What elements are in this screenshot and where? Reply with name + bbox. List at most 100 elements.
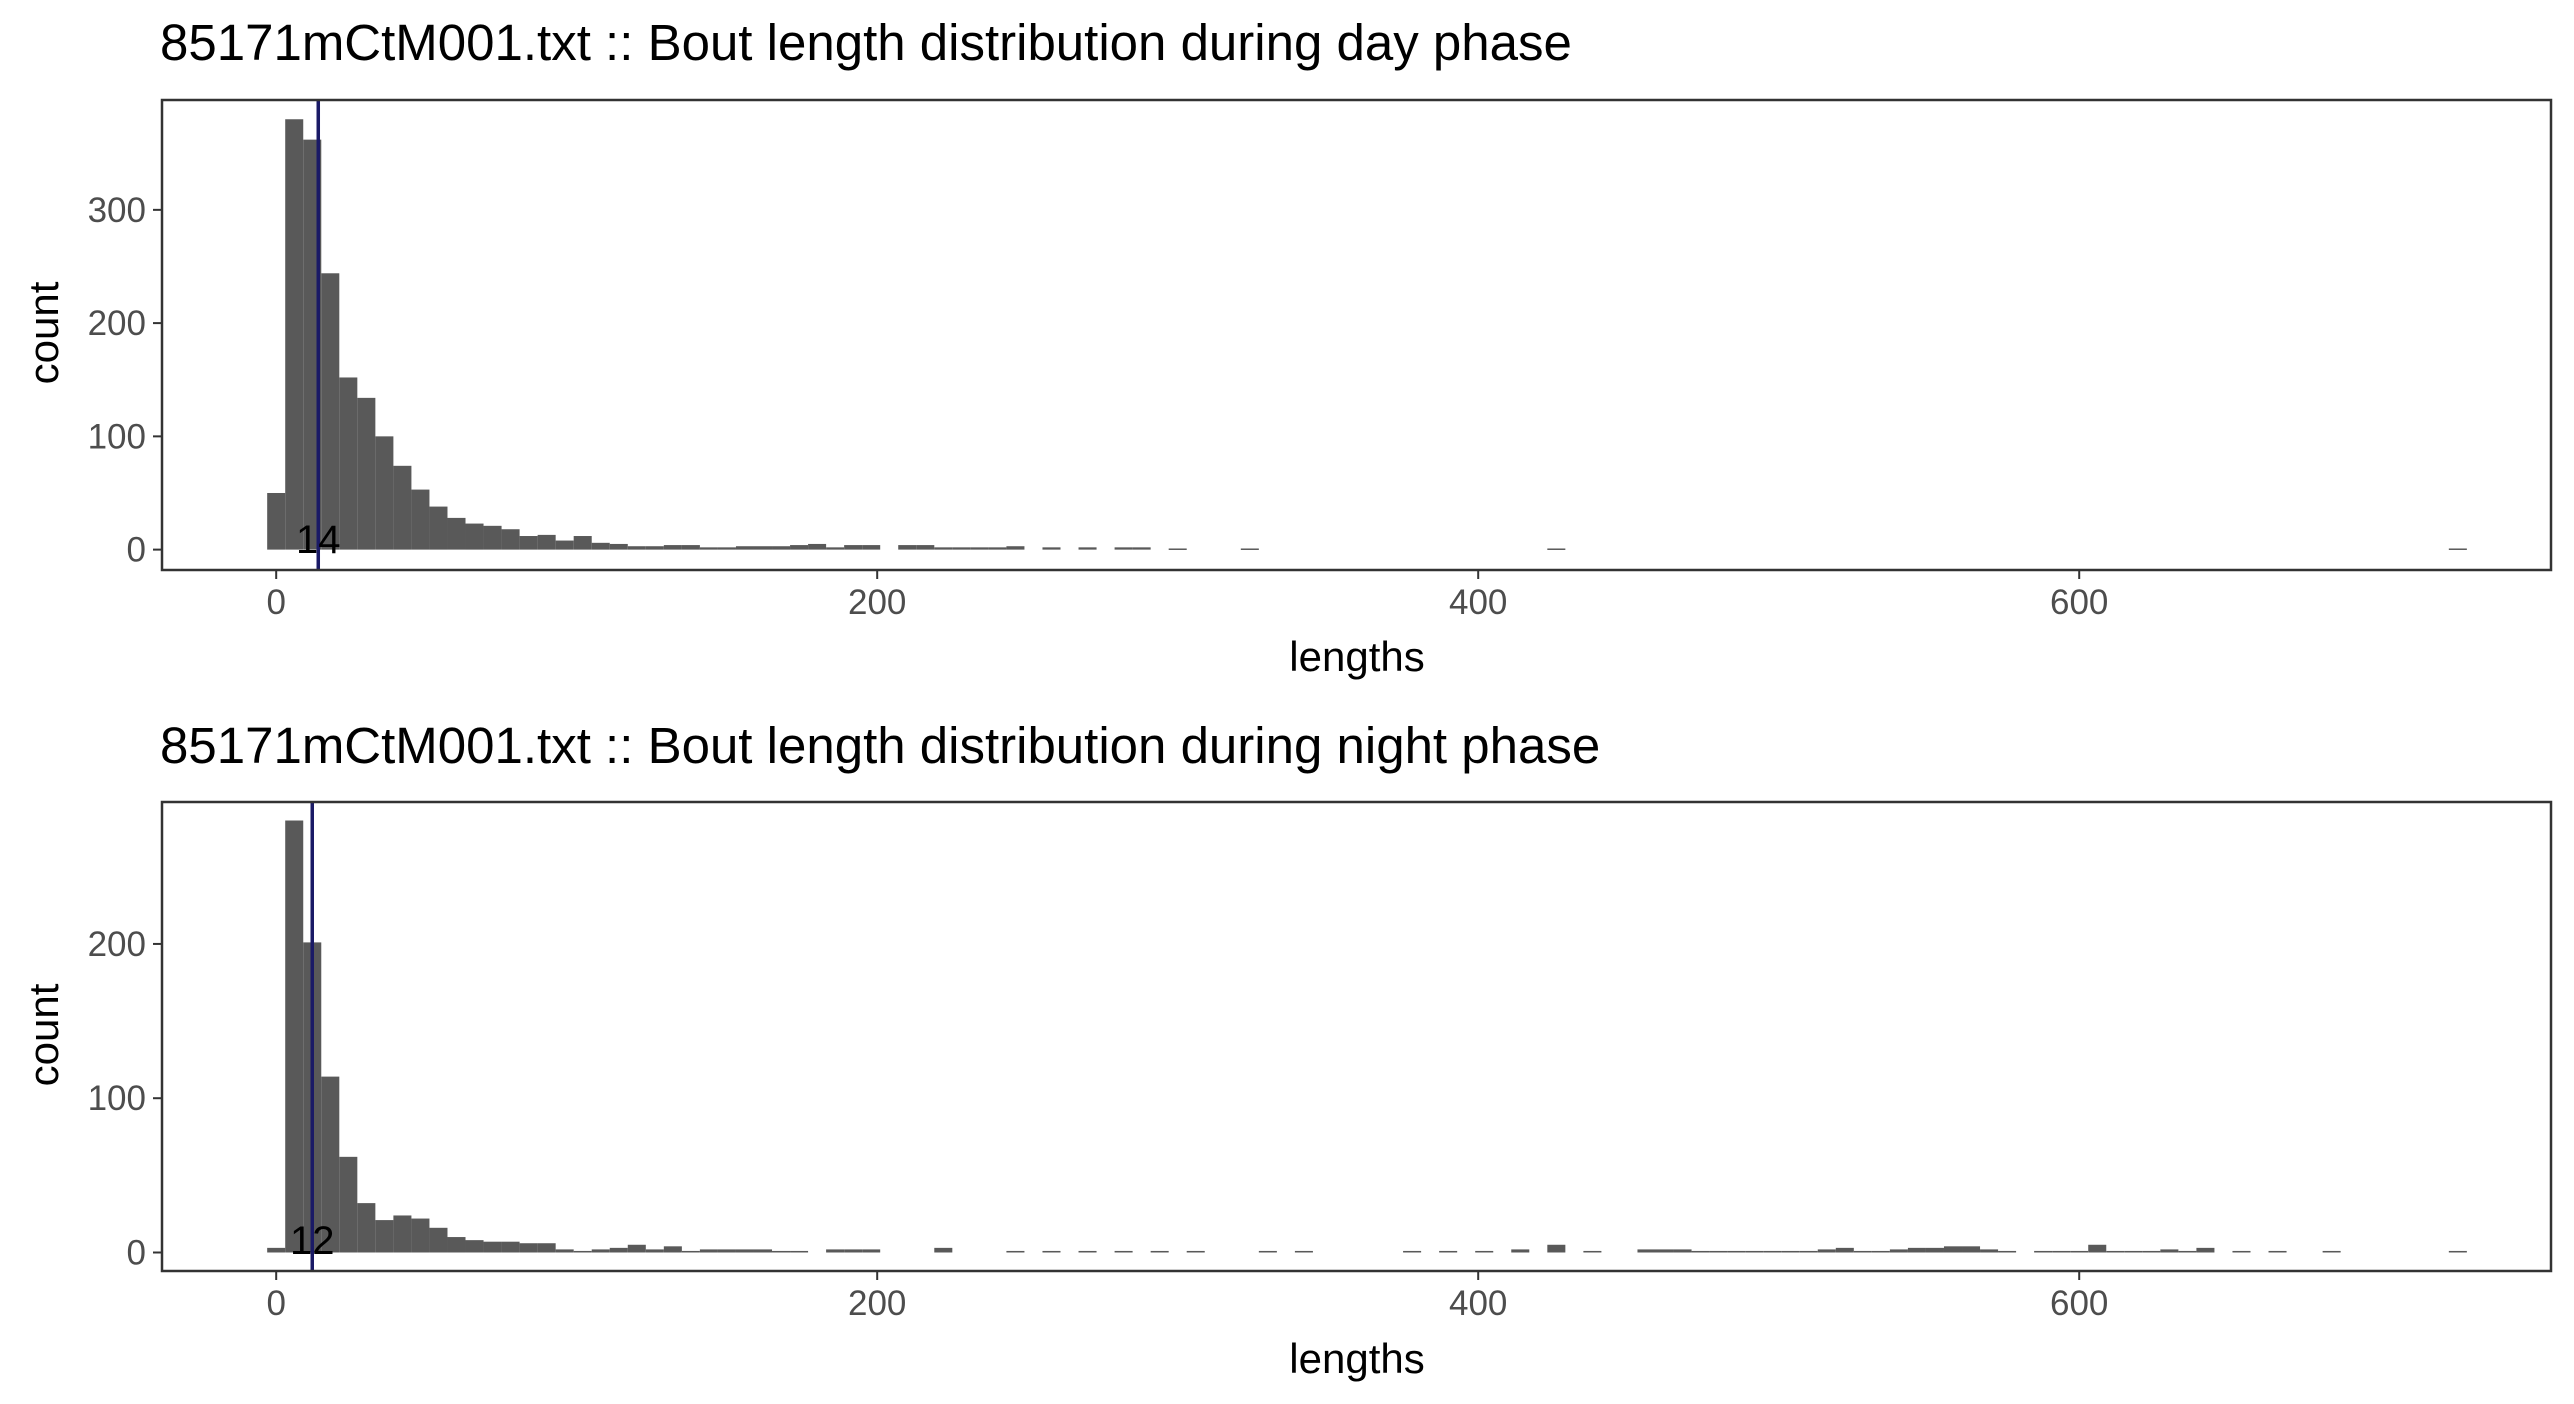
night-phase-bar-81 [2322, 1250, 2341, 1253]
night-phase-bar-51 [1691, 1250, 1710, 1253]
day-phase-bar-6 [375, 436, 394, 550]
day-phase-bar-14 [519, 536, 538, 550]
night-phase-bar-54 [1745, 1250, 1764, 1253]
day-phase-median-marker: 14 [296, 100, 341, 570]
night-phase-bar-67 [1980, 1249, 1999, 1253]
night-phase-bar-69 [2034, 1250, 2053, 1253]
night-phase-bar-48 [1637, 1249, 1656, 1253]
day-phase-y-ticks: 0 100 200 300 [88, 191, 162, 570]
night-phase-y-tick-label-0: 0 [127, 1233, 146, 1272]
night-phase-bar-17 [573, 1250, 592, 1253]
day-phase-bar-24 [699, 547, 718, 550]
day-phase-x-axis-label: lengths [1289, 633, 1424, 680]
day-phase-y-tick-label-0: 0 [127, 531, 146, 570]
day-phase-bar-41 [1042, 547, 1061, 550]
night-phase-bar-55 [1763, 1250, 1782, 1253]
day-phase-bar-21 [645, 546, 664, 550]
night-phase-bar-82 [2448, 1250, 2467, 1253]
day-phase-median-label: 14 [296, 518, 341, 562]
day-phase-bar-34 [898, 545, 917, 550]
day-phase-bar-33 [862, 545, 881, 550]
day-phase-bar-1 [285, 119, 304, 550]
day-phase-bar-13 [501, 529, 520, 550]
night-phase-bar-52 [1709, 1250, 1728, 1253]
night-phase-bar-38 [1150, 1250, 1169, 1253]
day-phase-bar-43 [1114, 547, 1133, 550]
night-phase-bar-39 [1186, 1250, 1205, 1253]
day-phase-bar-25 [717, 547, 736, 550]
night-phase-bar-65 [1943, 1246, 1963, 1253]
night-phase-bar-31 [844, 1249, 863, 1253]
night-phase-bar-49 [1655, 1249, 1674, 1253]
night-phase-bar-15 [537, 1243, 556, 1253]
day-phase-bar-19 [609, 543, 628, 550]
day-phase-panel: 85171mCtM001.txt :: Bout length distribu… [20, 14, 2553, 680]
day-phase-x-tick-label-3: 600 [2050, 583, 2108, 622]
night-phase-x-tick-label-3: 600 [2050, 1284, 2108, 1323]
night-phase-bar-42 [1403, 1250, 1422, 1253]
day-phase-x-ticks: 0 200 400 600 [266, 570, 2108, 622]
night-phase-x-axis-label: lengths [1289, 1335, 1424, 1382]
night-phase-bar-41 [1294, 1250, 1313, 1253]
day-phase-bar-10 [447, 517, 466, 550]
night-phase-bar-7 [393, 1215, 412, 1253]
day-phase-bar-44 [1132, 547, 1151, 550]
night-phase-bar-26 [735, 1249, 754, 1253]
day-phase-bar-47 [1547, 548, 1566, 550]
night-phase-bar-23 [681, 1250, 700, 1253]
night-phase-bar-29 [790, 1250, 809, 1253]
day-phase-bar-18 [591, 542, 610, 550]
day-phase-bar-12 [483, 525, 502, 550]
night-phase-median-label: 12 [290, 1219, 335, 1263]
night-phase-bar-64 [1925, 1247, 1944, 1253]
night-phase-bar-57 [1799, 1250, 1818, 1253]
night-phase-bar-79 [2232, 1250, 2251, 1253]
night-phase-bar-32 [862, 1249, 881, 1253]
night-phase-bar-8 [411, 1218, 430, 1253]
day-phase-bar-20 [627, 546, 646, 550]
night-phase-bar-60 [1853, 1250, 1872, 1253]
night-phase-median-marker: 12 [290, 802, 335, 1271]
night-phase-bar-1 [285, 820, 304, 1253]
day-phase-x-tick-label-1: 200 [848, 583, 906, 622]
night-phase-bar-19 [609, 1247, 628, 1253]
night-phase-bars [267, 820, 2467, 1253]
night-phase-bar-30 [826, 1249, 845, 1253]
night-phase-bar-3 [321, 1076, 340, 1253]
night-phase-y-axis-label: count [20, 983, 67, 1086]
night-phase-bar-21 [645, 1249, 664, 1253]
night-phase-x-ticks: 0 200 400 600 [266, 1271, 2108, 1323]
day-phase-bar-4 [339, 377, 358, 550]
night-phase-bar-24 [699, 1249, 718, 1253]
day-phase-bar-31 [826, 547, 845, 550]
night-phase-bar-16 [555, 1249, 574, 1253]
day-phase-bar-48 [2448, 548, 2467, 550]
night-phase-bar-62 [1889, 1249, 1908, 1253]
day-phase-y-axis-label: count [20, 281, 67, 384]
night-phase-bar-70 [2052, 1250, 2071, 1253]
day-phase-y-tick-label-3: 300 [88, 191, 146, 230]
night-phase-x-tick-label-0: 0 [266, 1284, 285, 1323]
day-phase-y-tick-label-1: 100 [88, 417, 146, 456]
night-phase-bar-27 [753, 1249, 773, 1253]
night-phase-bar-35 [1042, 1250, 1061, 1253]
night-phase-bar-61 [1871, 1250, 1890, 1253]
day-phase-bar-17 [573, 536, 592, 550]
night-phase-bar-53 [1727, 1250, 1746, 1253]
night-phase-bar-14 [519, 1243, 538, 1253]
night-phase-bar-43 [1439, 1250, 1458, 1253]
day-phase-bar-15 [537, 534, 556, 550]
night-phase-bar-22 [663, 1246, 682, 1253]
night-phase-bar-75 [2142, 1250, 2161, 1253]
day-phase-bar-3 [321, 273, 340, 550]
day-phase-x-tick-label-2: 400 [1449, 583, 1507, 622]
day-phase-bar-23 [681, 545, 700, 550]
night-phase-bar-45 [1511, 1249, 1530, 1253]
day-phase-bar-46 [1240, 548, 1259, 550]
night-phase-bar-12 [483, 1241, 502, 1253]
day-phase-bar-26 [735, 546, 754, 550]
night-phase-bar-77 [2178, 1250, 2197, 1253]
night-phase-bar-40 [1258, 1250, 1277, 1253]
day-phase-bar-40 [1006, 546, 1025, 550]
